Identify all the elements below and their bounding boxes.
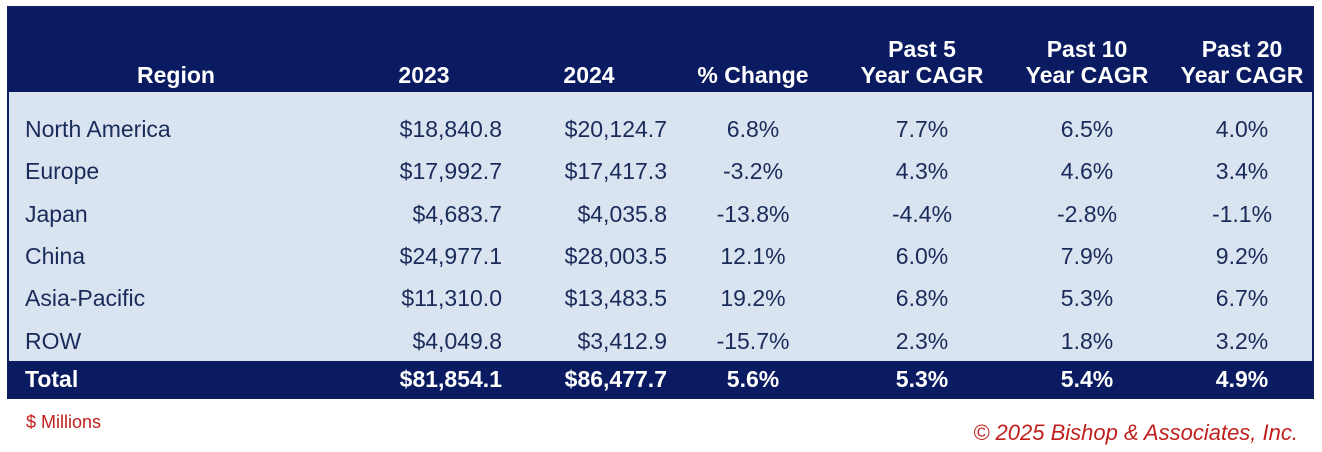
header-cagr-10: Past 10 Year CAGR xyxy=(1012,36,1162,88)
total-cell-pct-change: 5.6% xyxy=(726,366,780,392)
table-row: China $24,977.1 $28,003.5 12.1% 6.0% 7.9% 9.2% xyxy=(9,241,1312,271)
units-footnote: $ Millions xyxy=(26,412,102,432)
cell-cagr-5: 2.3% xyxy=(895,328,949,354)
cell-cagr-5: 6.8% xyxy=(895,285,949,311)
header-cagr-20-line2: Year CAGR xyxy=(1180,62,1304,88)
cell-2024: $3,412.9 xyxy=(577,328,667,354)
header-2024-line2: 2024 xyxy=(563,62,615,88)
cell-2023: $17,992.7 xyxy=(399,158,502,184)
cell-cagr-5: -4.4% xyxy=(891,201,953,227)
cell-pct-change: -15.7% xyxy=(716,328,790,354)
cell-2023: $24,977.1 xyxy=(399,243,502,269)
header-region: Region xyxy=(137,62,317,88)
cell-2023: $4,683.7 xyxy=(412,201,502,227)
cell-2023: $11,310.0 xyxy=(401,285,502,311)
cell-pct-change: -13.8% xyxy=(716,201,790,227)
cell-cagr-10: -2.8% xyxy=(1056,201,1118,227)
total-cell-cagr-10: 5.4% xyxy=(1060,366,1114,392)
data-table: Region 2023 2024 % Change Past 5 Year CA… xyxy=(7,6,1314,399)
cell-2024: $28,003.5 xyxy=(564,243,667,269)
cell-region: Europe xyxy=(25,158,100,184)
header-2023-line2: 2023 xyxy=(398,62,450,88)
total-cell-cagr-20: 4.9% xyxy=(1215,366,1269,392)
header-cagr-5: Past 5 Year CAGR xyxy=(847,36,997,88)
header-2024: 2024 xyxy=(529,62,649,88)
cell-cagr-10: 4.6% xyxy=(1060,158,1114,184)
header-cagr-5-line1: Past 5 xyxy=(888,36,956,62)
cell-cagr-10: 7.9% xyxy=(1060,243,1114,269)
header-cagr-10-line2: Year CAGR xyxy=(1025,62,1149,88)
header-cagr-20: Past 20 Year CAGR xyxy=(1167,36,1317,88)
table-header-row: Region 2023 2024 % Change Past 5 Year CA… xyxy=(9,8,1312,92)
cell-region: ROW xyxy=(25,328,82,354)
cell-cagr-5: 4.3% xyxy=(895,158,949,184)
header-cagr-5-line2: Year CAGR xyxy=(860,62,984,88)
cell-cagr-20: 6.7% xyxy=(1215,285,1269,311)
cell-cagr-5: 7.7% xyxy=(895,116,949,142)
cell-cagr-20: -1.1% xyxy=(1211,201,1273,227)
cell-cagr-20: 9.2% xyxy=(1215,243,1269,269)
header-2023: 2023 xyxy=(364,62,484,88)
table-row: Japan $4,683.7 $4,035.8 -13.8% -4.4% -2.8% -1.… xyxy=(9,199,1312,229)
header-region-line2: Region xyxy=(137,62,215,88)
cell-2023: $18,840.8 xyxy=(399,116,502,142)
cell-2024: $20,124.7 xyxy=(564,116,667,142)
cell-2024: $17,417.3 xyxy=(564,158,667,184)
total-cell-cagr-5: 5.3% xyxy=(895,366,949,392)
cell-pct-change: 6.8% xyxy=(726,116,780,142)
table-row: ROW $4,049.8 $3,412.9 -15.7% 2.3% 1.8% 3.2% xyxy=(9,326,1312,356)
header-cagr-10-line1: Past 10 xyxy=(1046,36,1128,62)
total-cell-2024: $86,477.7 xyxy=(564,366,667,392)
cell-cagr-10: 6.5% xyxy=(1060,116,1114,142)
table-row: Asia-Pacific $11,310.0 $13,483.5 19.2% 6.8% 5… xyxy=(9,283,1312,313)
header-pct-change: % Change xyxy=(683,62,823,88)
cell-2024: $13,483.5 xyxy=(564,285,667,311)
cell-cagr-20: 3.2% xyxy=(1215,328,1269,354)
cell-cagr-10: 5.3% xyxy=(1060,285,1114,311)
cell-2024: $4,035.8 xyxy=(577,201,667,227)
cell-pct-change: 12.1% xyxy=(720,243,786,269)
table-row: Europe $17,992.7 $17,417.3 -3.2% 4.3% 4.6% 3.4… xyxy=(9,156,1312,186)
cell-region: China xyxy=(25,243,86,269)
cell-pct-change: -3.2% xyxy=(722,158,784,184)
total-cell-2023: $81,854.1 xyxy=(399,366,502,392)
cell-region: Asia-Pacific xyxy=(25,285,146,311)
cell-cagr-20: 4.0% xyxy=(1215,116,1269,142)
total-cell-region: Total xyxy=(25,366,79,392)
table-body: North America $18,840.8 $20,124.7 6.8% 7.7% 6… xyxy=(9,92,1312,361)
cell-cagr-20: 3.4% xyxy=(1215,158,1269,184)
cell-region: Japan xyxy=(25,201,88,227)
cell-region: North America xyxy=(25,116,171,142)
cell-cagr-5: 6.0% xyxy=(895,243,949,269)
header-pct-change-line2: % Change xyxy=(697,62,809,88)
table-total-row: Total $81,854.1 $86,477.7 5.6% 5.3% 5.4% 4.9% xyxy=(9,361,1312,397)
cell-cagr-10: 1.8% xyxy=(1060,328,1114,354)
copyright-notice: © 2025 Bishop & Associates, Inc. xyxy=(973,420,1298,445)
cell-pct-change: 19.2% xyxy=(720,285,786,311)
table-row: North America $18,840.8 $20,124.7 6.8% 7.7% 6… xyxy=(9,114,1312,144)
header-cagr-20-line1: Past 20 xyxy=(1201,36,1283,62)
cell-2023: $4,049.8 xyxy=(412,328,502,354)
